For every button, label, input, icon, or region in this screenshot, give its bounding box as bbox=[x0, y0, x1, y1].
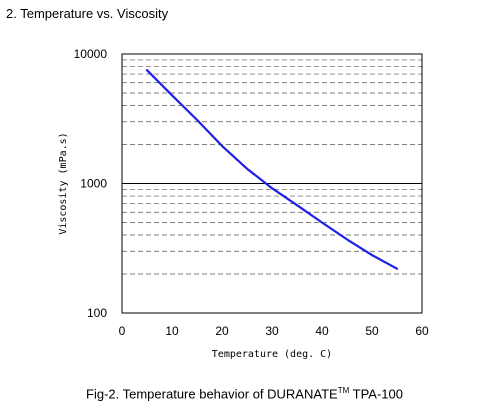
y-tick-label: 1000 bbox=[80, 177, 107, 191]
caption-suffix: TPA-100 bbox=[349, 386, 403, 402]
x-tick-label: 40 bbox=[315, 324, 329, 338]
page-heading: 2. Temperature vs. Viscosity bbox=[6, 6, 169, 21]
x-tick-label: 20 bbox=[215, 324, 229, 338]
y-tick-label: 10000 bbox=[74, 47, 108, 61]
chart-grid bbox=[122, 59, 422, 275]
plot-frame bbox=[121, 53, 423, 314]
x-tick-label: 30 bbox=[265, 324, 279, 338]
caption-superscript: TM bbox=[337, 386, 350, 395]
x-axis-label: Temperature (deg. C) bbox=[212, 349, 332, 360]
y-tick-label: 100 bbox=[87, 306, 107, 320]
caption-prefix: Fig-2. Temperature behavior of DURANATE bbox=[86, 386, 338, 402]
x-axis-ticks: 0 10 20 30 40 50 60 bbox=[119, 324, 429, 338]
x-tick-label: 10 bbox=[165, 324, 179, 338]
y-axis-label: Viscosity (mPa.s) bbox=[58, 132, 69, 234]
y-axis-ticks: 100 1000 10000 bbox=[74, 47, 108, 320]
x-tick-label: 50 bbox=[365, 324, 379, 338]
x-tick-label: 0 bbox=[119, 324, 126, 338]
figure-caption: Fig-2. Temperature behavior of DURANATET… bbox=[0, 386, 489, 401]
x-tick-label: 60 bbox=[415, 324, 429, 338]
series-line bbox=[145, 69, 399, 270]
